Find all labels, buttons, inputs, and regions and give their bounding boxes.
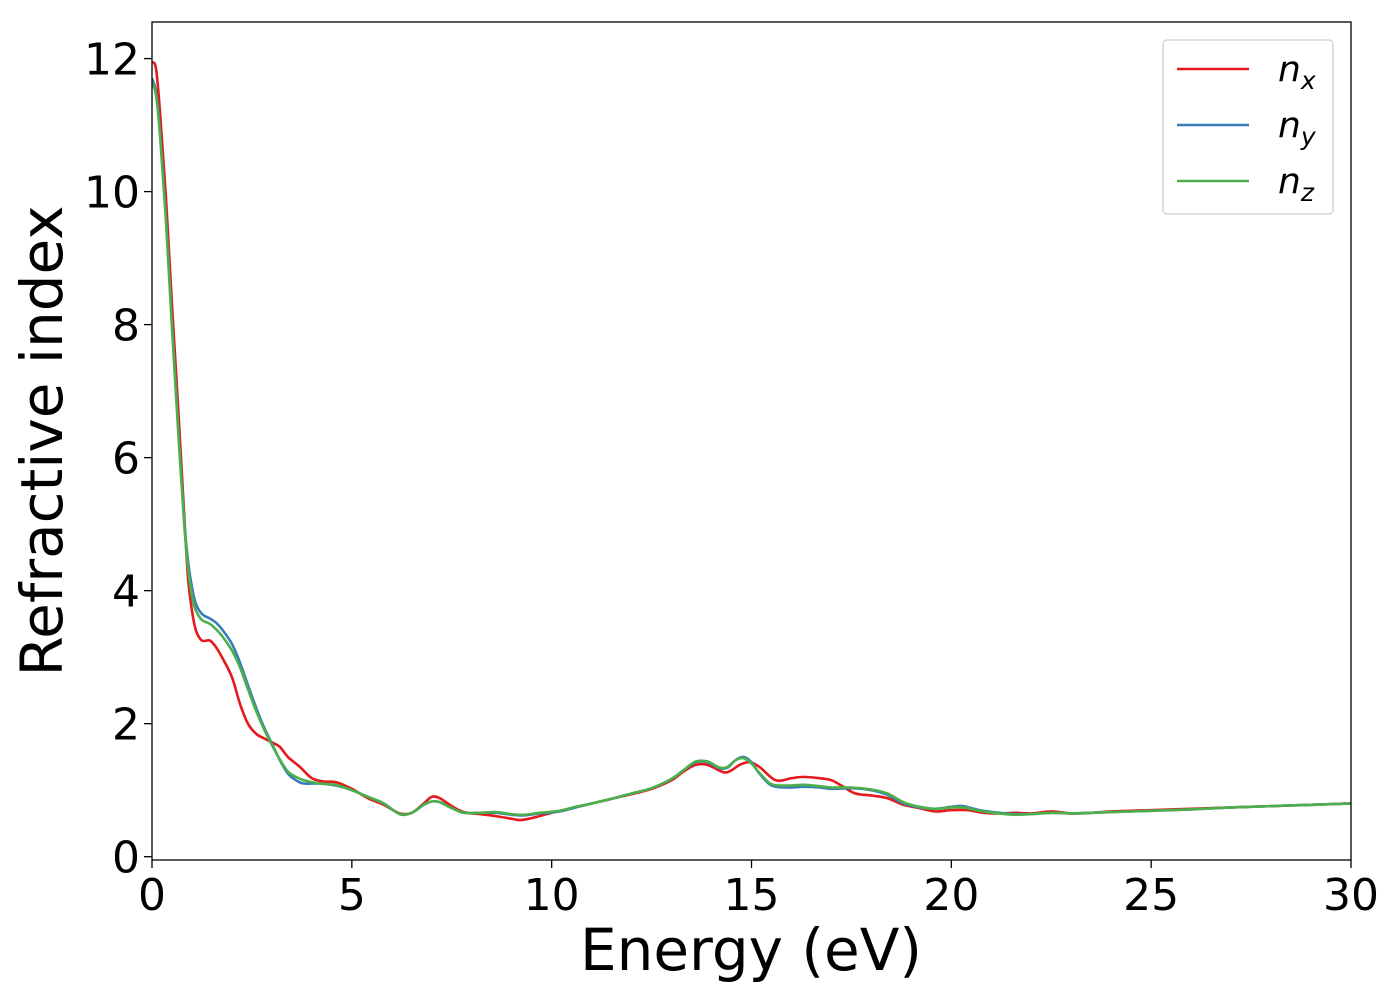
- series-line-n_z: [152, 81, 1351, 817]
- series-layer: [152, 60, 1351, 822]
- x-tick-label: 30: [1323, 870, 1379, 921]
- x-tick-label: 20: [923, 870, 979, 921]
- y-tick-label: 4: [112, 567, 140, 618]
- y-tick-label: 2: [112, 700, 140, 751]
- legend-box: [1162, 39, 1334, 215]
- x-tick-label: 5: [338, 870, 366, 921]
- x-tick-label: 10: [524, 870, 580, 921]
- x-tick-label: 25: [1123, 870, 1179, 921]
- x-tick-label: 15: [724, 870, 780, 921]
- y-tick-label: 8: [112, 301, 140, 352]
- legend-label: nz: [1278, 161, 1315, 207]
- legend-label: nx: [1278, 49, 1316, 95]
- legend-label: ny: [1278, 105, 1317, 151]
- y-axis-label: Refractive index: [8, 205, 76, 676]
- x-tick-label: 0: [138, 870, 166, 921]
- legend: nx ny nz: [1162, 39, 1334, 215]
- ticks-layer: 0 5 10 15 20 25 30 0 2 4 6 8 10 12: [84, 35, 1379, 921]
- y-tick-label: 10: [84, 168, 140, 219]
- y-tick-label: 6: [112, 434, 140, 485]
- y-tick-label: 0: [112, 833, 140, 884]
- y-tick-label: 12: [84, 35, 140, 86]
- x-axis-label: Energy (eV): [580, 916, 922, 984]
